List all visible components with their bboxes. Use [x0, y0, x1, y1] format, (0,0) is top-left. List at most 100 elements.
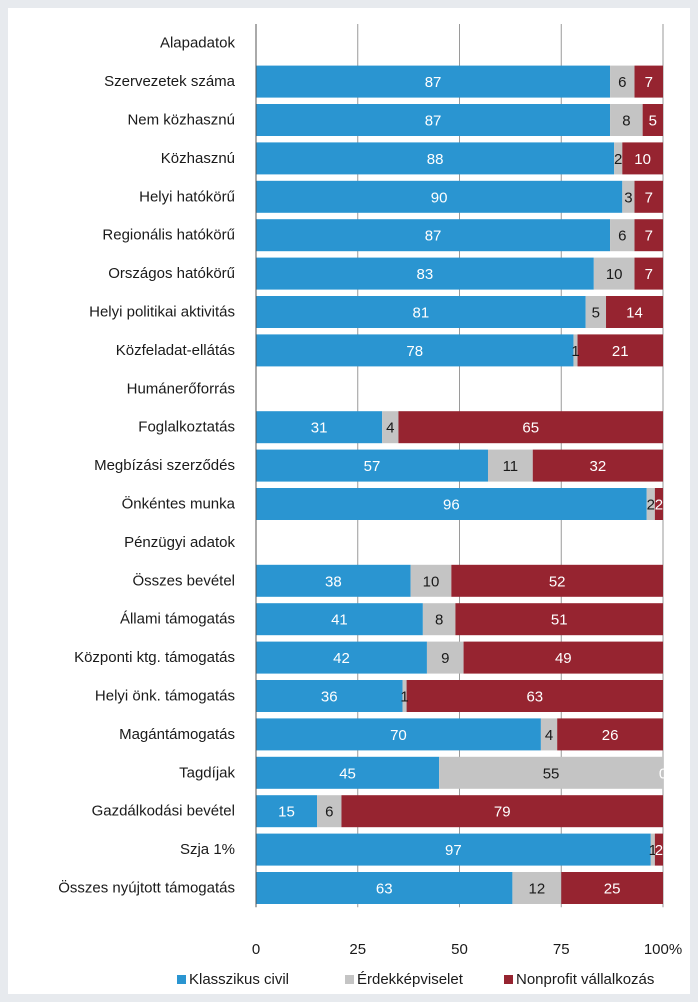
bar-label-klasszikus-civil-megbizasi-szerzodes: 57: [364, 458, 381, 475]
bar-label-nonprofit-vallalkozas-tagdijak: 0: [659, 765, 667, 782]
legend-label-klasszikus-civil: Klasszikus civil: [189, 971, 289, 988]
category-label-tagdijak: Tagdíjak: [179, 764, 235, 781]
legend-swatch-nonprofit-vallalkozas: [504, 975, 513, 984]
bar-label-klasszikus-civil-helyi-politikai-aktivitas: 81: [412, 305, 429, 322]
bar-label-klasszikus-civil-kozhasznu: 88: [427, 151, 444, 168]
category-label-nem-kozhasznu: Nem közhasznú: [127, 112, 235, 129]
bar-label-erdekkepviselet-helyi-onk-tamogatas: 1: [400, 689, 408, 706]
bar-label-klasszikus-civil-kozponti-ktg-tamogatas: 42: [333, 650, 350, 667]
bar-klasszikus-civil-allami-tamogatas: [256, 603, 423, 636]
category-label-humaneroforras: Humánerőforrás: [127, 380, 235, 397]
bar-nonprofit-vallalkozas-osszes-nyujtott-tamogatas: [561, 872, 663, 904]
category-label-kozfeladat-ellatas: Közfeladat-ellátás: [116, 342, 235, 359]
bar-nonprofit-vallalkozas-regionalis-hatokoru: [634, 219, 663, 252]
bar-label-klasszikus-civil-magantamogatas: 70: [390, 727, 407, 744]
category-label-helyi-onk-tamogatas: Helyi önk. támogatás: [95, 688, 235, 705]
category-label-alapadatok: Alapadatok: [160, 35, 236, 52]
bar-erdekkepviselet-helyi-politikai-aktivitas: [585, 296, 607, 328]
bar-nonprofit-vallalkozas-szja-1: [654, 833, 663, 866]
bar-klasszikus-civil-nem-kozhasznu: [256, 104, 611, 136]
bar-klasszikus-civil-szervezetek-szama: [256, 65, 611, 98]
bar-label-klasszikus-civil-nem-kozhasznu: 87: [425, 113, 442, 130]
bar-label-klasszikus-civil-helyi-onk-tamogatas: 36: [321, 689, 338, 706]
bar-klasszikus-civil-tagdijak: [256, 756, 440, 789]
bar-label-nonprofit-vallalkozas-kozponti-ktg-tamogatas: 49: [555, 650, 572, 667]
x-tick-label-0: 0: [252, 941, 260, 958]
bar-nonprofit-vallalkozas-helyi-hatokoru: [634, 180, 663, 213]
bar-label-klasszikus-civil-osszes-bevetel: 38: [325, 573, 342, 590]
bar-klasszikus-civil-osszes-nyujtott-tamogatas: [256, 872, 513, 904]
bar-label-klasszikus-civil-helyi-hatokoru: 90: [431, 189, 448, 206]
bar-nonprofit-vallalkozas-szervezetek-szama: [634, 65, 663, 98]
bar-erdekkepviselet-kozfeladat-ellatas: [573, 334, 578, 367]
legend-label-nonprofit-vallalkozas: Nonprofit vállalkozás: [516, 971, 654, 988]
bar-label-erdekkepviselet-szervezetek-szama: 6: [618, 74, 626, 91]
bar-label-nonprofit-vallalkozas-osszes-bevetel: 52: [549, 573, 566, 590]
bar-label-nonprofit-vallalkozas-foglalkoztatas: 65: [522, 420, 539, 437]
bar-klasszikus-civil-foglalkoztatas: [256, 411, 383, 444]
bar-erdekkepviselet-tagdijak: [439, 756, 663, 789]
bar-nonprofit-vallalkozas-nem-kozhasznu: [642, 104, 663, 136]
bar-label-klasszikus-civil-orszagos-hatokoru: 83: [417, 266, 434, 283]
bar-label-klasszikus-civil-foglalkoztatas: 31: [311, 420, 328, 437]
bar-klasszikus-civil-szja-1: [256, 833, 651, 866]
bar-erdekkepviselet-helyi-onk-tamogatas: [402, 680, 407, 712]
category-label-helyi-politikai-aktivitas: Helyi politikai aktivitás: [89, 304, 235, 321]
bar-label-klasszikus-civil-osszes-nyujtott-tamogatas: 63: [376, 881, 393, 898]
bar-label-nonprofit-vallalkozas-szervezetek-szama: 7: [645, 74, 653, 91]
bar-label-klasszikus-civil-gazdalkodasi-bevetel: 15: [278, 804, 295, 821]
bar-label-klasszikus-civil-onkentes-munka: 96: [443, 497, 460, 514]
bar-label-erdekkepviselet-kozfeladat-ellatas: 1: [571, 343, 579, 360]
x-tick-label-50: 50: [451, 941, 468, 958]
bar-label-klasszikus-civil-tagdijak: 45: [339, 765, 356, 782]
bar-nonprofit-vallalkozas-kozhasznu: [622, 142, 663, 175]
bar-label-erdekkepviselet-regionalis-hatokoru: 6: [618, 228, 626, 245]
bar-label-erdekkepviselet-megbizasi-szerzodes: 11: [503, 458, 519, 475]
bar-nonprofit-vallalkozas-kozfeladat-ellatas: [577, 334, 663, 367]
bar-label-nonprofit-vallalkozas-szja-1: 2: [655, 842, 663, 859]
bar-klasszikus-civil-gazdalkodasi-bevetel: [256, 795, 318, 828]
category-label-kozhasznu: Közhasznú: [161, 150, 235, 167]
bar-erdekkepviselet-szervezetek-szama: [610, 65, 635, 98]
bar-klasszikus-civil-onkentes-munka: [256, 488, 647, 520]
bar-klasszikus-civil-megbizasi-szerzodes: [256, 449, 488, 482]
bar-erdekkepviselet-szja-1: [650, 833, 655, 866]
bar-nonprofit-vallalkozas-helyi-politikai-aktivitas: [606, 296, 663, 328]
bar-label-nonprofit-vallalkozas-helyi-politikai-aktivitas: 14: [626, 305, 643, 322]
bar-label-erdekkepviselet-helyi-politikai-aktivitas: 5: [592, 305, 600, 322]
bar-label-erdekkepviselet-osszes-nyujtott-tamogatas: 12: [528, 881, 545, 898]
bar-label-klasszikus-civil-kozfeladat-ellatas: 78: [406, 343, 423, 360]
bar-erdekkepviselet-magantamogatas: [540, 718, 558, 751]
bar-label-erdekkepviselet-orszagos-hatokoru: 10: [606, 266, 623, 283]
category-label-megbizasi-szerzodes: Megbízási szerződés: [94, 457, 235, 474]
legend-label-erdekkepviselet: Érdekképviselet: [357, 971, 464, 988]
bar-erdekkepviselet-allami-tamogatas: [422, 603, 456, 636]
bar-nonprofit-vallalkozas-onkentes-munka: [654, 488, 663, 520]
category-label-gazdalkodasi-bevetel: Gazdálkodási bevétel: [92, 803, 235, 820]
bar-erdekkepviselet-osszes-nyujtott-tamogatas: [512, 872, 562, 904]
x-tick-labels: 0 25 50 75 100%: [252, 941, 682, 958]
bar-label-nonprofit-vallalkozas-megbizasi-szerzodes: 32: [590, 458, 607, 475]
category-label-magantamogatas: Magántámogatás: [119, 726, 235, 743]
bar-nonprofit-vallalkozas-gazdalkodasi-bevetel: [341, 795, 663, 828]
x-tick-label-75: 75: [553, 941, 570, 958]
bar-label-nonprofit-vallalkozas-kozhasznu: 10: [634, 151, 651, 168]
bar-label-erdekkepviselet-allami-tamogatas: 8: [435, 612, 443, 629]
category-label-helyi-hatokoru: Helyi hatókörű: [139, 188, 235, 205]
bar-label-erdekkepviselet-kozhasznu: 2: [614, 151, 622, 168]
bar-label-erdekkepviselet-osszes-bevetel: 10: [423, 573, 440, 590]
bar-nonprofit-vallalkozas-orszagos-hatokoru: [634, 257, 663, 290]
bar-nonprofit-vallalkozas-megbizasi-szerzodes: [532, 449, 663, 482]
category-label-foglalkoztatas: Foglalkoztatás: [138, 419, 235, 436]
bar-label-klasszikus-civil-allami-tamogatas: 41: [331, 612, 348, 629]
category-label-allami-tamogatas: Állami támogatás: [120, 611, 235, 628]
bar-nonprofit-vallalkozas-kozponti-ktg-tamogatas: [463, 641, 663, 674]
bar-label-erdekkepviselet-magantamogatas: 4: [545, 727, 553, 744]
bar-label-erdekkepviselet-onkentes-munka: 2: [647, 497, 655, 514]
bar-erdekkepviselet-foglalkoztatas: [382, 411, 399, 444]
category-label-osszes-nyujtott-tamogatas: Összes nyújtott támogatás: [58, 879, 235, 897]
category-label-osszes-bevetel: Összes bevétel: [132, 571, 235, 589]
bar-label-erdekkepviselet-gazdalkodasi-bevetel: 6: [325, 804, 333, 821]
